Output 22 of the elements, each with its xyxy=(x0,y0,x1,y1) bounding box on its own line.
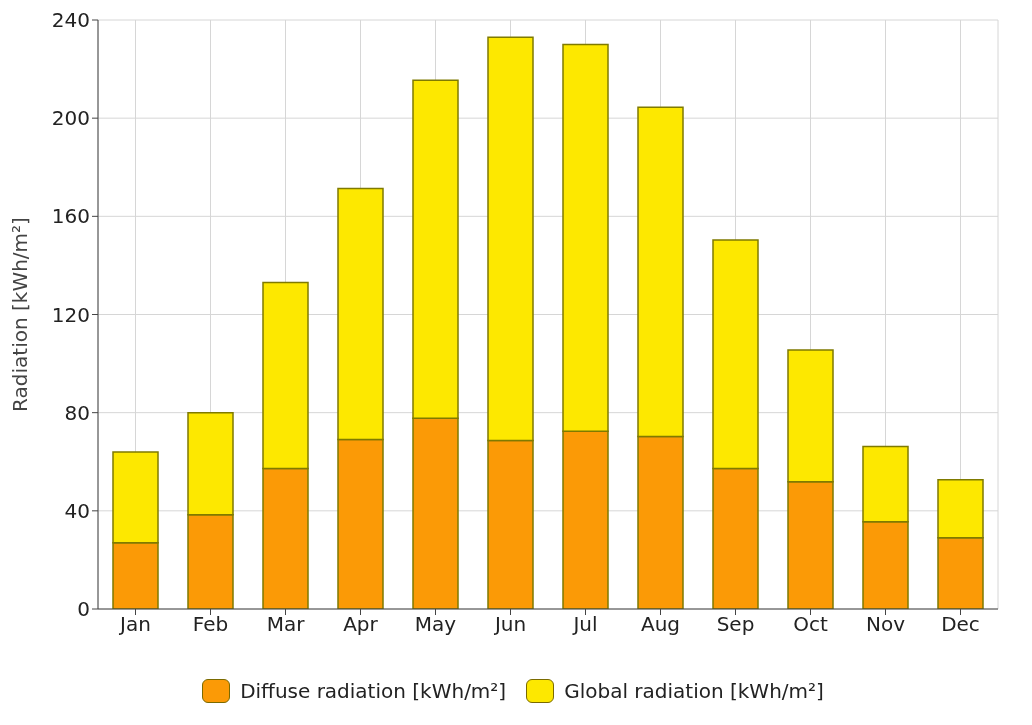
y-axis-title: Radiation [kWh/m²] xyxy=(8,217,33,412)
y-tick-label: 40 xyxy=(64,498,90,523)
x-tick-label: Nov xyxy=(865,612,906,637)
legend-label: Diffuse radiation [kWh/m²] xyxy=(240,679,507,703)
y-tick-label: 200 xyxy=(51,106,90,131)
x-tick-label: Jun xyxy=(492,612,527,637)
x-tick-label: Feb xyxy=(192,612,229,637)
x-tick-label: Sep xyxy=(716,612,755,637)
x-tick-label: Jul xyxy=(571,612,598,637)
y-tick-label: 120 xyxy=(51,302,90,327)
x-tick-label: Aug xyxy=(640,612,681,637)
y-tick-label: 240 xyxy=(51,8,90,33)
x-tick-label: Jan xyxy=(118,612,151,637)
x-tick-label: Apr xyxy=(343,612,379,637)
x-tick-label: Dec xyxy=(941,612,980,637)
y-tick-label: 160 xyxy=(51,204,90,229)
x-tick-label: Oct xyxy=(793,612,828,637)
legend-label: Global radiation [kWh/m²] xyxy=(564,679,824,703)
y-tick-label: 80 xyxy=(64,400,90,425)
x-tick-label: May xyxy=(414,612,457,637)
x-tick-label: Mar xyxy=(266,612,306,637)
y-tick-label: 0 xyxy=(77,597,90,622)
